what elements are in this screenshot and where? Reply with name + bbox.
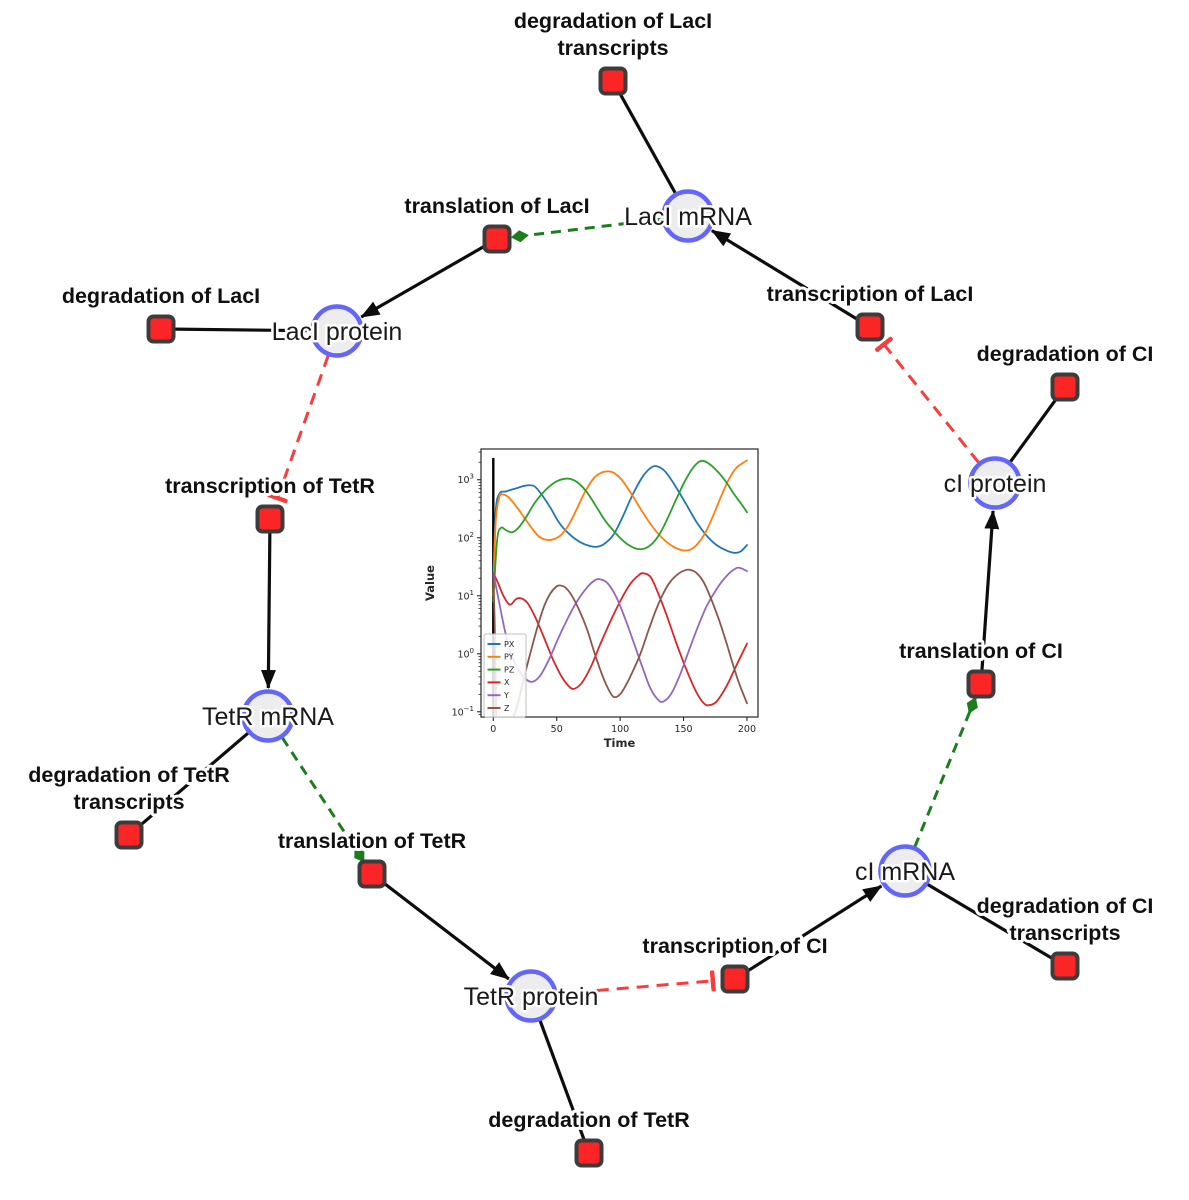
series-line-PZ <box>492 459 748 603</box>
edge-modifier-tetr_mrna-transl_tetr[interactable] <box>281 736 366 863</box>
reaction-node-transl_laci[interactable] <box>482 224 512 254</box>
edge-production-transl_laci-laci_protein[interactable] <box>360 238 497 319</box>
edge-inhibition-tetr_protein-txn_ci[interactable] <box>556 970 716 996</box>
edge-production-transl_ci-ci_protein[interactable] <box>979 509 1000 683</box>
reaction-label-transl_laci-line0: translation of LacI <box>404 194 589 218</box>
reaction-label-deg_tetr_tx-line1: transcripts <box>73 790 184 814</box>
x-tick-label: 100 <box>611 724 629 735</box>
legend: PX PY PZ XYZ <box>483 633 527 718</box>
reaction-label-transl_tetr-line0: translation of TetR <box>278 829 467 853</box>
series-line-PY <box>492 459 748 597</box>
x-tick-label: 150 <box>674 724 692 735</box>
reaction-label-txn_laci-line0: transcription of LacI <box>767 282 974 306</box>
legend-label-PY: PY <box>504 653 514 662</box>
species-label-tetr_protein: TetR protein <box>464 983 599 1011</box>
species-node-laci_mrna[interactable] <box>661 189 715 243</box>
reaction-label-deg_laci-line0: degradation of LacI <box>62 284 260 308</box>
edge-production-txn_laci-laci_mrna[interactable] <box>711 229 870 328</box>
edge-production-txn_tetr-tetr_mrna[interactable] <box>260 520 276 690</box>
reaction-node-deg_tetr[interactable] <box>574 1138 604 1168</box>
labels-layer: LacI mRNA LacI protein TetR mRNA TetR prote… <box>25 6 1156 1135</box>
series-line-PX <box>492 465 748 580</box>
species-label-ci_mrna: cI mRNA <box>855 858 955 886</box>
species-label-laci_protein: LacI protein <box>272 318 403 346</box>
edges-layer <box>129 81 1066 1152</box>
edge-consumption-laci_protein-deg_laci[interactable] <box>162 327 312 333</box>
reaction-node-transl_ci[interactable] <box>966 669 996 699</box>
reaction-label-deg_ci_tx-line0: degradation of CI <box>977 894 1154 918</box>
reaction-node-deg_laci[interactable] <box>146 314 176 344</box>
species-node-laci_protein[interactable] <box>310 304 364 358</box>
reaction-label-deg_ci-line0: degradation of CI <box>977 342 1154 366</box>
reaction-node-deg_tetr_tx[interactable] <box>114 820 144 850</box>
legend-box <box>483 633 527 718</box>
reaction-node-deg_ci[interactable] <box>1050 372 1080 402</box>
species-label-tetr_mrna: TetR mRNA <box>202 703 334 731</box>
reaction-label-deg_tetr-line0: degradation of TetR <box>488 1108 690 1132</box>
series-layer <box>492 459 748 717</box>
reaction-node-txn_tetr[interactable] <box>255 504 285 534</box>
x-tick-label: 200 <box>738 724 756 735</box>
reaction-label-deg_laci_tx-line1: transcripts <box>557 36 668 60</box>
plot-background <box>425 430 770 765</box>
reaction-label-deg_ci_tx-line1: transcripts <box>1009 921 1120 945</box>
edge-inhibition-laci_protein-txn_tetr[interactable] <box>267 354 330 504</box>
edge-consumption-tetr_mrna-deg_tetr_tx[interactable] <box>129 731 250 835</box>
plot-frame <box>480 448 759 718</box>
reaction-label-deg_laci_tx-line0: degradation of LacI <box>514 9 712 33</box>
species-node-tetr_mrna[interactable] <box>241 689 295 743</box>
reaction-node-deg_laci_tx[interactable] <box>598 66 628 96</box>
edge-consumption-ci_mrna-deg_ci_tx[interactable] <box>926 882 1065 967</box>
reaction-node-txn_laci[interactable] <box>855 312 885 342</box>
edge-consumption-laci_mrna-deg_laci_tx[interactable] <box>612 81 677 195</box>
legend-label-PX: PX <box>504 640 515 649</box>
species-node-tetr_protein[interactable] <box>504 969 558 1023</box>
x-tick-label: 0 <box>490 724 496 735</box>
edge-production-txn_ci-ci_mrna[interactable] <box>735 884 883 980</box>
nodes-layer <box>114 66 1080 1168</box>
edge-inhibition-ci_protein-txn_laci[interactable] <box>874 336 980 464</box>
reaction-node-transl_tetr[interactable] <box>357 859 387 889</box>
series-line-Y <box>492 566 748 703</box>
x-axis-label: Time <box>604 736 636 750</box>
reaction-node-txn_ci[interactable] <box>720 964 750 994</box>
reaction-label-txn_tetr-line0: transcription of TetR <box>165 474 375 498</box>
species-node-ci_protein[interactable] <box>968 456 1022 510</box>
species-label-laci_mrna: LacI mRNA <box>624 203 752 231</box>
x-tick-label: 50 <box>551 724 563 735</box>
edge-modifier-laci_mrna-transl_laci[interactable] <box>510 217 663 243</box>
species-label-ci_protein: cI protein <box>944 470 1047 498</box>
legend-label-Z: Z <box>504 704 510 713</box>
edge-production-transl_tetr-tetr_protein[interactable] <box>372 873 510 981</box>
y-axis-label: Value <box>423 565 437 601</box>
edge-modifier-ci_mrna-transl_ci[interactable] <box>913 696 978 848</box>
reaction-label-txn_ci-line0: transcription of CI <box>642 934 827 958</box>
reaction-label-deg_tetr_tx-line0: degradation of TetR <box>28 763 230 787</box>
legend-label-X: X <box>504 678 510 687</box>
edge-consumption-tetr_protein-deg_tetr[interactable] <box>538 1019 590 1152</box>
series-line-X <box>492 571 748 707</box>
reaction-label-transl_ci-line0: translation of CI <box>899 639 1063 663</box>
species-node-ci_mrna[interactable] <box>878 844 932 898</box>
legend-label-PZ: PZ <box>504 665 515 674</box>
legend-label-Y: Y <box>503 691 509 700</box>
reaction-node-deg_ci_tx[interactable] <box>1050 951 1080 981</box>
